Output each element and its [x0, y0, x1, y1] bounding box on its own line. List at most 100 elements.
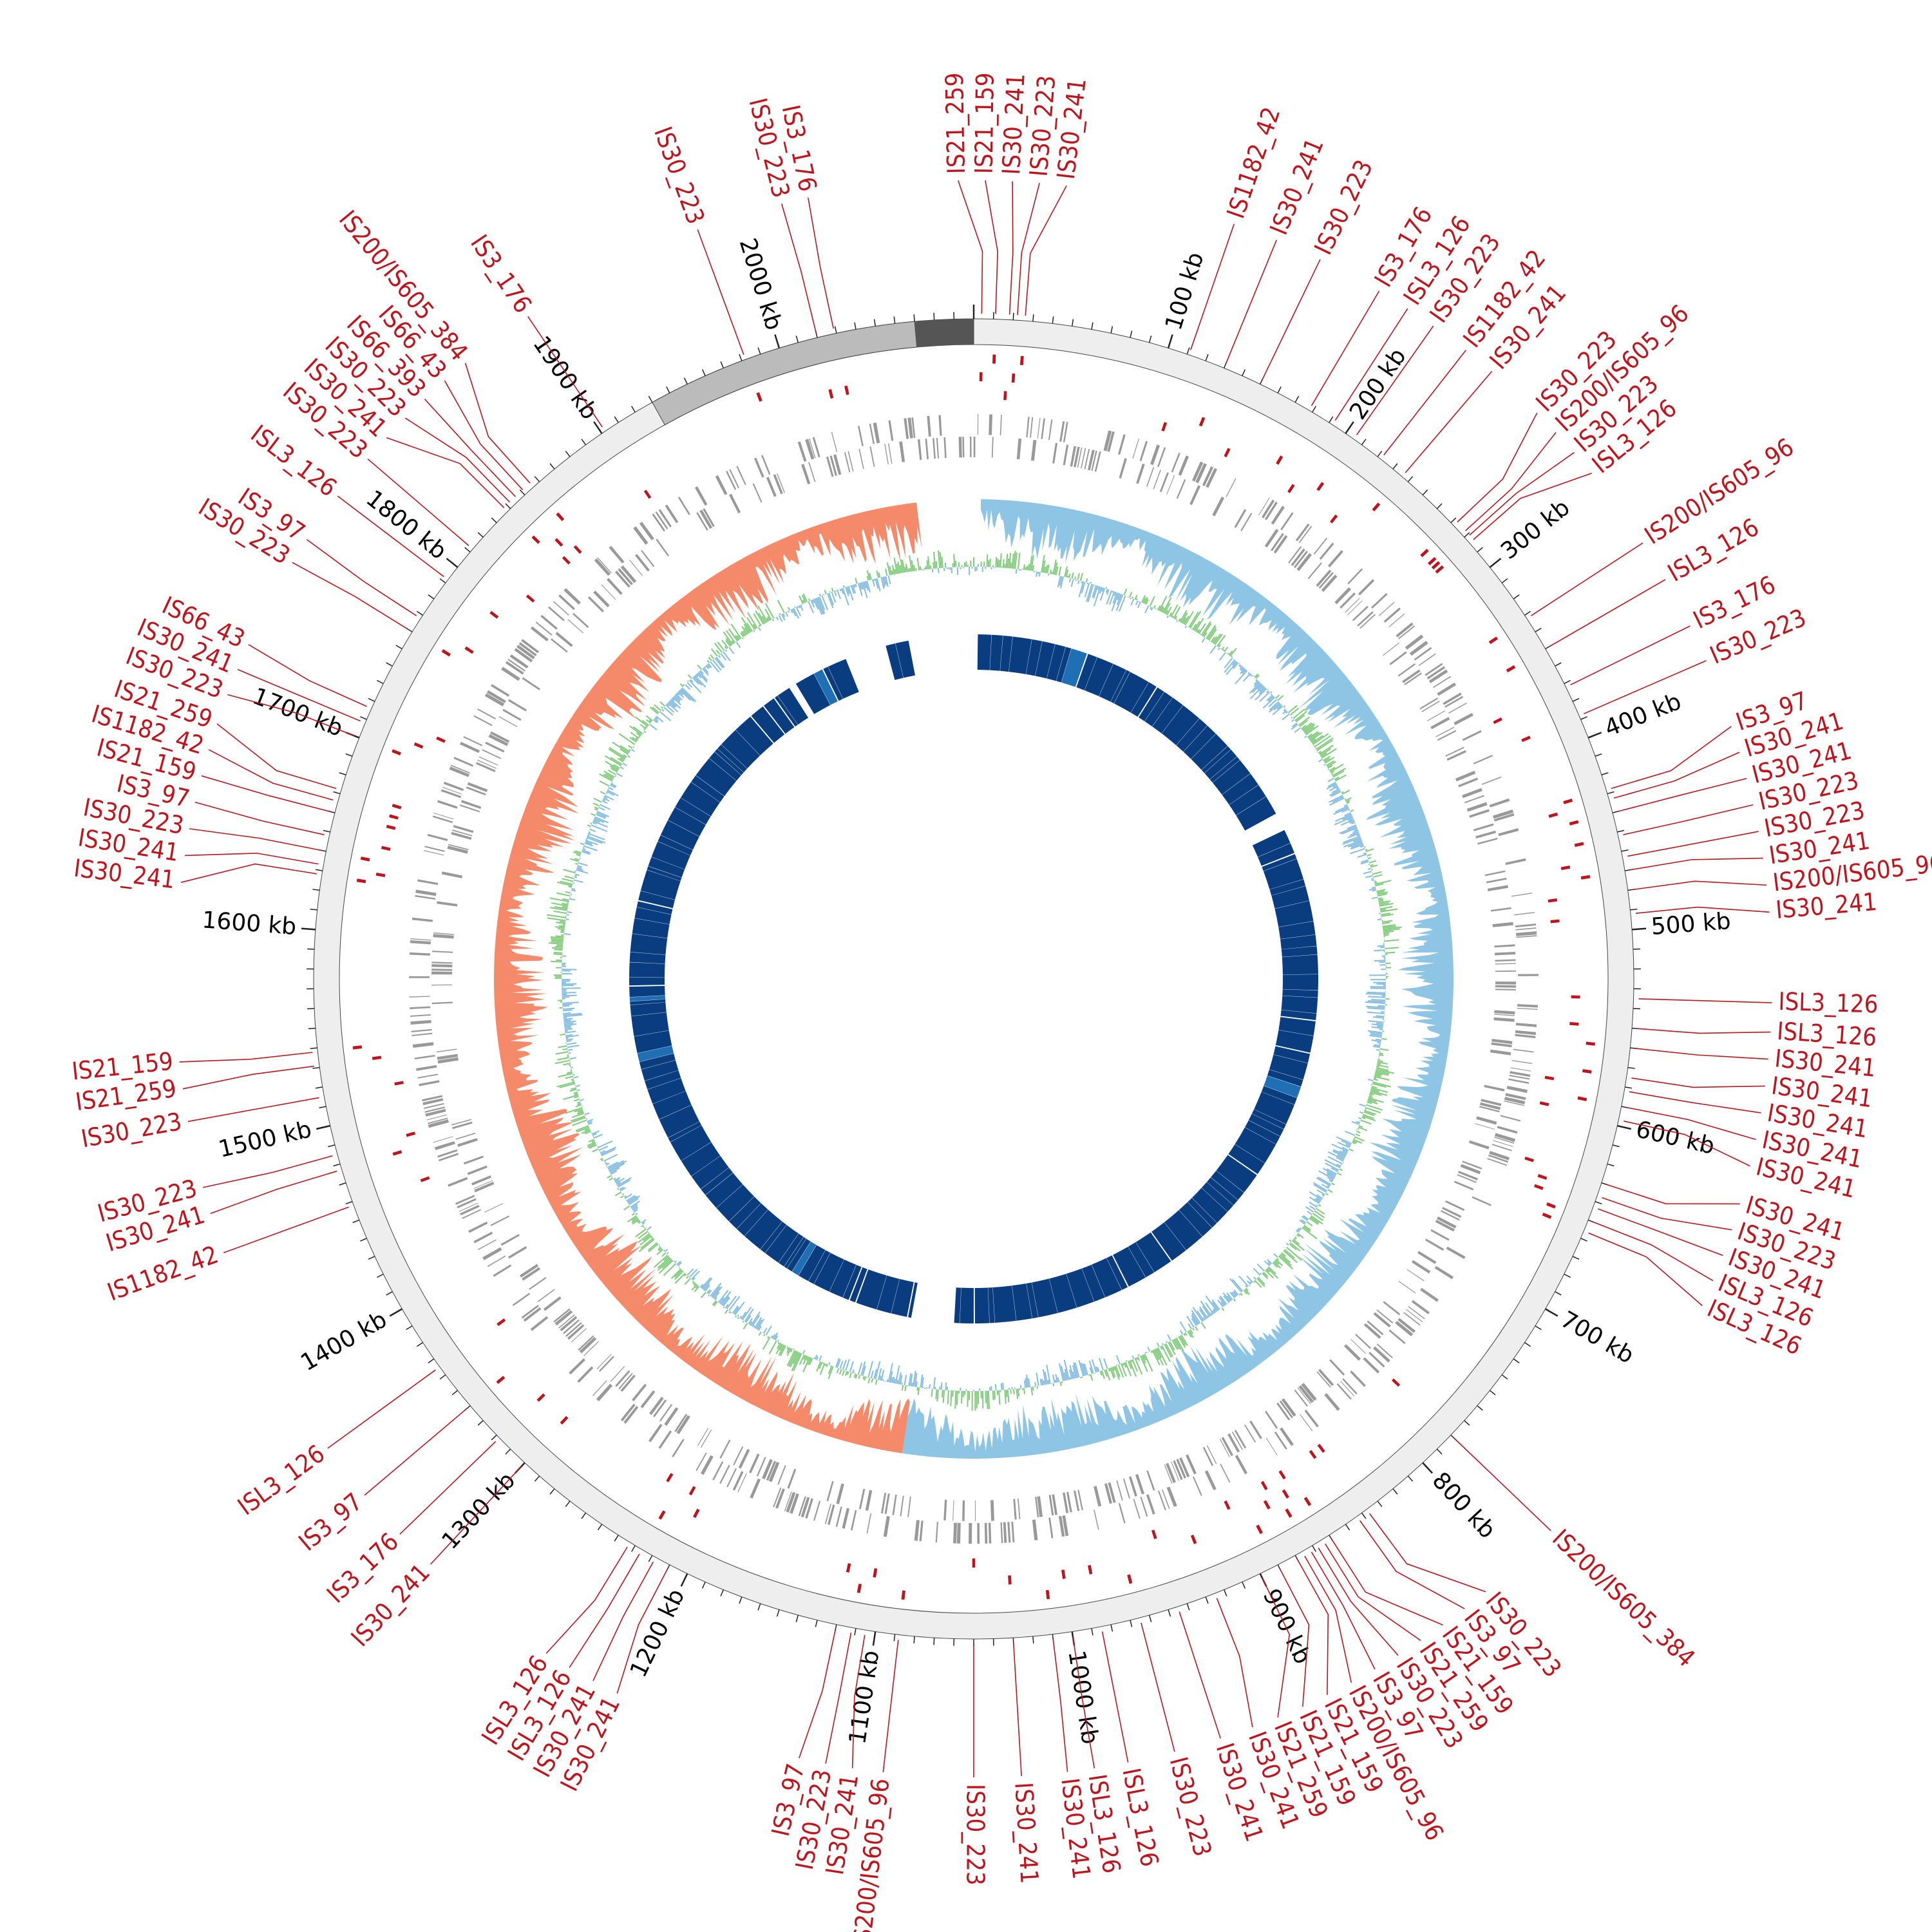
blast-hit	[1151, 1222, 1186, 1261]
gene-block	[1344, 1344, 1361, 1361]
gene-block	[761, 455, 771, 475]
gene-block	[1487, 1158, 1508, 1166]
gene-block	[1448, 703, 1467, 714]
major-tick	[1489, 558, 1502, 568]
gene-block	[1442, 1207, 1462, 1218]
gene-block	[417, 879, 439, 886]
minor-tick	[1130, 330, 1133, 338]
gene-block	[473, 1231, 493, 1244]
gene-block	[1395, 1320, 1414, 1336]
gene-block	[1007, 1522, 1011, 1543]
gene-block	[1161, 1489, 1170, 1509]
minor-tick	[1032, 1636, 1034, 1643]
blast-hit	[1282, 974, 1318, 990]
gene-block	[842, 1508, 850, 1529]
gene-block	[419, 1080, 440, 1086]
gene-block	[1179, 1457, 1190, 1477]
gene-block	[410, 940, 431, 945]
major-tick	[1422, 1462, 1434, 1474]
gene-block	[1146, 467, 1155, 488]
is-leader-line	[592, 1561, 654, 1681]
gene-block	[943, 437, 947, 459]
is-element-marker	[375, 873, 386, 878]
gene-block	[1426, 710, 1446, 722]
is-element-label: IS200/IS605_384	[1547, 1524, 1701, 1672]
gc-content-high	[546, 550, 1402, 1411]
gene-block	[1376, 1343, 1393, 1359]
gene-block	[1316, 569, 1332, 587]
is-leader-line	[781, 204, 817, 333]
blast-hit	[1113, 672, 1149, 713]
gene-block	[409, 996, 430, 998]
gene-block	[1454, 712, 1473, 726]
gene-block	[639, 522, 654, 540]
gene-block	[1249, 1420, 1262, 1439]
gene-block	[1403, 1312, 1421, 1326]
gene-block	[1505, 1093, 1526, 1101]
gene-block	[664, 1407, 679, 1426]
gene-block	[1048, 419, 1053, 440]
is-element-marker	[441, 649, 451, 657]
major-tick	[301, 927, 316, 931]
gene-block	[1077, 1490, 1083, 1511]
gene-block	[1488, 1154, 1509, 1163]
gene-block	[833, 454, 842, 475]
gene-block	[1414, 647, 1432, 661]
gene-block	[880, 1493, 887, 1514]
gene-block	[1418, 653, 1436, 667]
is-leader-line	[1629, 1091, 1761, 1113]
is-element-marker	[352, 1045, 363, 1050]
scale-label: 1400 kb	[296, 1306, 392, 1376]
gene-block	[1195, 463, 1207, 484]
gene-block	[775, 1488, 785, 1509]
blast-hit	[876, 1275, 900, 1314]
gene-block	[1489, 798, 1510, 808]
minor-tick	[1477, 1405, 1483, 1411]
gene-block	[474, 1182, 495, 1193]
gene-block	[656, 538, 669, 556]
minor-tick	[893, 316, 896, 324]
scale-label: 1700 kb	[249, 683, 346, 742]
gene-block	[452, 829, 473, 837]
gene-block	[1462, 788, 1482, 799]
is-leader-line	[1626, 1106, 1756, 1141]
gene-block	[455, 1195, 475, 1205]
gene-block	[1298, 1385, 1314, 1403]
blast-hit	[1209, 756, 1240, 783]
is-element-label: IS21_259	[940, 72, 971, 174]
gene-block	[1487, 885, 1509, 891]
gene-block	[620, 1374, 636, 1392]
minor-tick	[339, 772, 346, 775]
is-leader-line	[985, 180, 998, 314]
gene-block	[1428, 669, 1448, 683]
scale-label: 200 kb	[1345, 344, 1412, 424]
gene-block	[1421, 701, 1440, 712]
is-element-labels: IS21_259IS21_159IS30_241IS30_223IS30_241…	[70, 72, 1932, 1932]
gene-block	[1307, 562, 1322, 580]
gene-block	[962, 1500, 965, 1521]
gene-block	[1300, 1414, 1313, 1432]
is-element-marker	[1198, 417, 1206, 427]
gene-block	[733, 1446, 744, 1466]
blast-hit	[630, 933, 668, 955]
is-leader-line	[194, 801, 325, 835]
blast-hit	[764, 698, 795, 734]
gene-block	[551, 638, 568, 653]
gene-block	[488, 734, 509, 746]
gene-block	[1091, 450, 1097, 471]
gene-block	[1140, 1496, 1148, 1517]
blast-hit	[842, 1265, 862, 1300]
gene-block	[773, 1487, 782, 1508]
gene-block	[460, 741, 480, 753]
gene-block	[1435, 726, 1455, 737]
is-element-marker	[1391, 1378, 1401, 1387]
gene-block	[1490, 907, 1511, 912]
is-leader-line	[1141, 1622, 1175, 1752]
gene-block	[1178, 455, 1189, 476]
gene-block	[800, 1497, 810, 1518]
gene-block	[990, 1500, 994, 1521]
blast-hit	[1262, 854, 1297, 871]
gene-block	[1430, 717, 1450, 730]
gene-block	[1119, 458, 1127, 478]
gene-block	[466, 786, 486, 796]
